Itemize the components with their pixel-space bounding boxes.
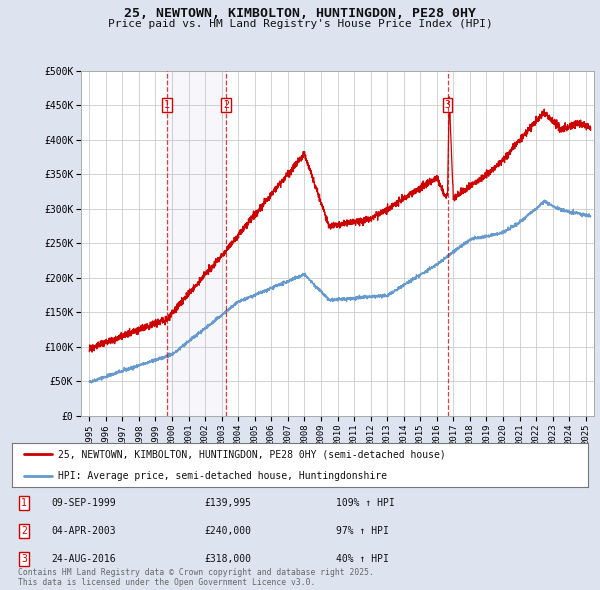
Text: £318,000: £318,000 (204, 555, 251, 564)
Text: HPI: Average price, semi-detached house, Huntingdonshire: HPI: Average price, semi-detached house,… (58, 471, 387, 481)
Text: 1: 1 (164, 100, 170, 110)
Text: 97% ↑ HPI: 97% ↑ HPI (336, 526, 389, 536)
Text: £139,995: £139,995 (204, 498, 251, 507)
Text: Contains HM Land Registry data © Crown copyright and database right 2025.
This d: Contains HM Land Registry data © Crown c… (18, 568, 374, 587)
Text: 1: 1 (21, 498, 27, 507)
Text: 04-APR-2003: 04-APR-2003 (51, 526, 116, 536)
Text: 40% ↑ HPI: 40% ↑ HPI (336, 555, 389, 564)
Text: 3: 3 (21, 555, 27, 564)
Text: 25, NEWTOWN, KIMBOLTON, HUNTINGDON, PE28 0HY (semi-detached house): 25, NEWTOWN, KIMBOLTON, HUNTINGDON, PE28… (58, 450, 446, 460)
Text: 2: 2 (21, 526, 27, 536)
Text: 25, NEWTOWN, KIMBOLTON, HUNTINGDON, PE28 0HY: 25, NEWTOWN, KIMBOLTON, HUNTINGDON, PE28… (124, 7, 476, 20)
Text: 2: 2 (223, 100, 229, 110)
Bar (167, 71, 226, 416)
Text: £240,000: £240,000 (204, 526, 251, 536)
Text: 24-AUG-2016: 24-AUG-2016 (51, 555, 116, 564)
Text: 3: 3 (445, 100, 451, 110)
Text: 09-SEP-1999: 09-SEP-1999 (51, 498, 116, 507)
Text: 109% ↑ HPI: 109% ↑ HPI (336, 498, 395, 507)
Text: Price paid vs. HM Land Registry's House Price Index (HPI): Price paid vs. HM Land Registry's House … (107, 19, 493, 29)
